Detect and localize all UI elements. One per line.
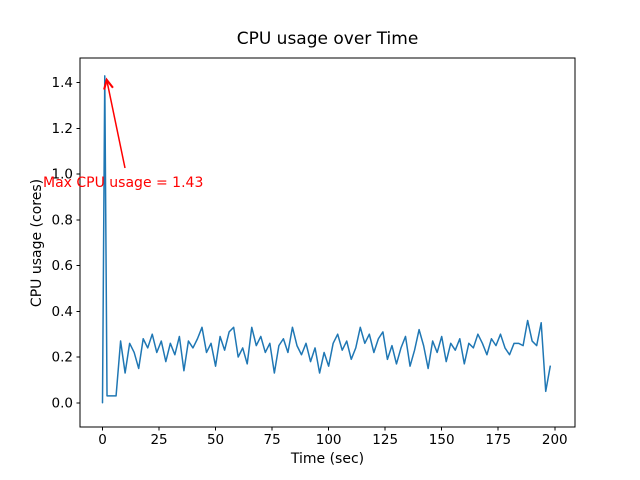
svg-text:50: 50 — [207, 432, 224, 448]
svg-text:175: 175 — [485, 432, 511, 448]
svg-text:125: 125 — [372, 432, 398, 448]
svg-text:1.0: 1.0 — [52, 167, 73, 183]
svg-text:200: 200 — [542, 432, 568, 448]
svg-text:0.6: 0.6 — [52, 258, 73, 274]
x-axis-label: Time (sec) — [290, 451, 365, 467]
svg-text:0.0: 0.0 — [52, 395, 73, 411]
svg-text:150: 150 — [429, 432, 455, 448]
svg-text:0.2: 0.2 — [52, 350, 73, 366]
svg-text:75: 75 — [264, 432, 281, 448]
svg-text:25: 25 — [150, 432, 167, 448]
svg-text:1.4: 1.4 — [52, 75, 73, 91]
svg-text:0.4: 0.4 — [52, 304, 73, 320]
svg-text:1.2: 1.2 — [52, 121, 73, 137]
svg-text:0: 0 — [98, 432, 107, 448]
svg-text:0.8: 0.8 — [52, 212, 73, 228]
chart-title: CPU usage over Time — [236, 29, 419, 49]
max-cpu-annotation: Max CPU usage = 1.43 — [43, 175, 204, 191]
svg-text:100: 100 — [316, 432, 342, 448]
